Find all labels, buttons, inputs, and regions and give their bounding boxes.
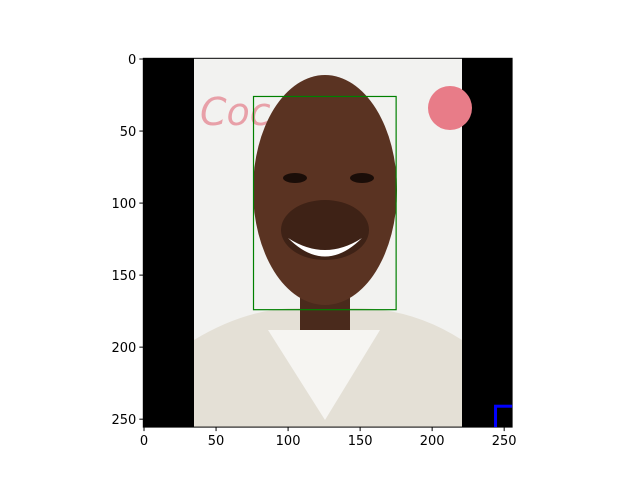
x-tick-label: 200 <box>420 434 445 449</box>
x-tick-label: 250 <box>492 434 517 449</box>
x-tick-label: 0 <box>140 434 148 449</box>
annotations <box>252 95 513 428</box>
y-tick-label: 100 <box>111 197 136 212</box>
x-tick-label: 100 <box>276 434 301 449</box>
y-tick-label: 250 <box>111 413 136 428</box>
bounding-box <box>252 95 397 311</box>
y-tick-label: 50 <box>120 125 137 140</box>
x-tick-label: 150 <box>348 434 373 449</box>
y-tick-label: 200 <box>111 341 136 356</box>
image: Coca <box>143 58 513 428</box>
y-tick-label: 150 <box>111 269 136 284</box>
bounding-box <box>494 404 513 428</box>
y-tick-label: 0 <box>128 53 136 68</box>
x-tick-label: 50 <box>208 434 225 449</box>
axes-frame <box>142 57 513 428</box>
